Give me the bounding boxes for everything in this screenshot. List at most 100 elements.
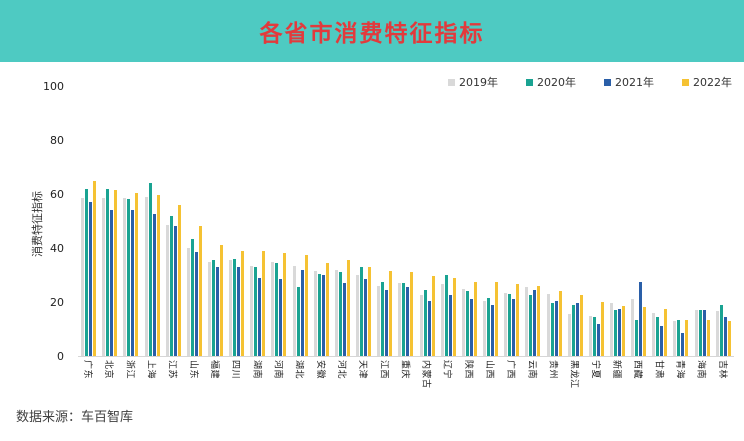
bar [706, 319, 710, 356]
bar [208, 261, 212, 356]
y-tick-label: 20 [50, 296, 64, 309]
bar-group-江西: 江西 [374, 87, 395, 379]
x-axis-label: 北京 [103, 360, 114, 380]
bar [334, 269, 338, 356]
bar [300, 269, 304, 356]
x-axis-label: 新疆 [610, 360, 621, 380]
x-axis-label: 海南 [695, 360, 706, 380]
bar [444, 275, 448, 356]
bar [656, 316, 660, 356]
bar [516, 284, 520, 356]
legend-item: 2020年 [526, 74, 576, 90]
x-axis-label: 江西 [378, 360, 389, 380]
bar-group-吉林: 吉林 [713, 87, 734, 379]
bar-group-重庆: 重庆 [395, 87, 416, 379]
bar [106, 188, 110, 356]
bar [152, 214, 156, 356]
bar [356, 275, 360, 356]
x-axis-label: 云南 [526, 360, 537, 380]
bar [173, 226, 177, 356]
bar [419, 295, 423, 356]
bar [483, 300, 487, 356]
x-axis-label: 河南 [272, 360, 283, 380]
y-tick-label: 100 [43, 80, 64, 93]
bar [220, 245, 224, 356]
bar [165, 225, 169, 356]
bar [681, 333, 685, 356]
x-axis-label: 广东 [82, 360, 93, 380]
bar [304, 254, 308, 356]
legend-label: 2022年 [693, 76, 732, 89]
x-axis-label: 陕西 [462, 360, 473, 380]
bar [169, 215, 173, 356]
bar-group-山西: 山西 [480, 87, 501, 379]
bar [198, 226, 202, 356]
legend-item: 2022年 [682, 74, 732, 90]
y-tick-label: 0 [57, 350, 64, 363]
bar-group-河北: 河北 [332, 87, 353, 379]
bar [554, 300, 558, 356]
bar [504, 292, 508, 356]
bar [461, 288, 465, 356]
bar [465, 291, 469, 356]
bar [360, 266, 364, 356]
bar [410, 272, 414, 356]
bar [89, 202, 93, 356]
bar [621, 306, 625, 356]
legend-swatch-icon [604, 78, 611, 86]
bar [440, 284, 444, 356]
bar [423, 289, 427, 356]
x-axis-label: 山西 [484, 360, 495, 380]
bar-group-天津: 天津 [353, 87, 374, 379]
bar-group-甘肃: 甘肃 [649, 87, 670, 379]
bar-chart-plot-area: 广东 北京 浙江 上海 江苏 山东 福建 四川 湖南 河南 湖北 安徽 河北 天津 江西 重庆 内蒙古 辽宁 陕西山… [78, 87, 734, 389]
legend-item: 2019年 [448, 74, 498, 90]
bar [194, 252, 198, 356]
bar [123, 198, 127, 356]
bar [131, 210, 135, 356]
x-axis-label: 湖南 [251, 360, 262, 380]
x-axis-label: 广西 [505, 360, 516, 380]
x-axis-label: 河北 [335, 360, 346, 380]
page-title: 各省市消费特征指标 [259, 21, 485, 47]
bar-group-陕西: 陕西 [459, 87, 480, 379]
bar [719, 304, 723, 356]
bar-group-广东: 广东 [78, 87, 99, 379]
bar-group-新疆: 新疆 [607, 87, 628, 379]
bar [325, 262, 329, 356]
bar [81, 198, 85, 356]
bar [114, 189, 118, 356]
bar-group-辽宁: 辽宁 [438, 87, 459, 379]
bar [452, 277, 456, 356]
x-axis-label: 黑龙江 [568, 360, 579, 389]
bar [402, 283, 406, 356]
bar [342, 283, 346, 356]
bar [144, 196, 148, 356]
bar [317, 273, 321, 356]
bar [600, 302, 604, 356]
bar-group-安徽: 安徽 [311, 87, 332, 379]
y-tick-label: 80 [50, 134, 64, 147]
legend-swatch-icon [682, 78, 689, 86]
bar [533, 289, 537, 356]
bar-group-湖南: 湖南 [247, 87, 268, 379]
bar [537, 285, 541, 356]
bar [609, 303, 613, 356]
bar [368, 266, 372, 356]
x-axis-label: 四川 [230, 360, 241, 380]
bar [508, 293, 512, 356]
bar-group-江苏: 江苏 [163, 87, 184, 379]
bar [660, 326, 664, 356]
x-axis-label: 西藏 [632, 360, 643, 380]
bar-group-宁夏: 宁夏 [586, 87, 607, 379]
bar [473, 281, 477, 356]
x-axis-label: 福建 [209, 360, 220, 380]
title-banner: 各省市消费特征指标 [0, 0, 744, 62]
bar-group-青海: 青海 [670, 87, 691, 379]
bar [431, 276, 435, 356]
bar [427, 300, 431, 356]
legend-swatch-icon [448, 78, 455, 86]
bar [495, 281, 499, 356]
x-axis-label: 宁夏 [589, 360, 600, 380]
bar [389, 270, 393, 356]
